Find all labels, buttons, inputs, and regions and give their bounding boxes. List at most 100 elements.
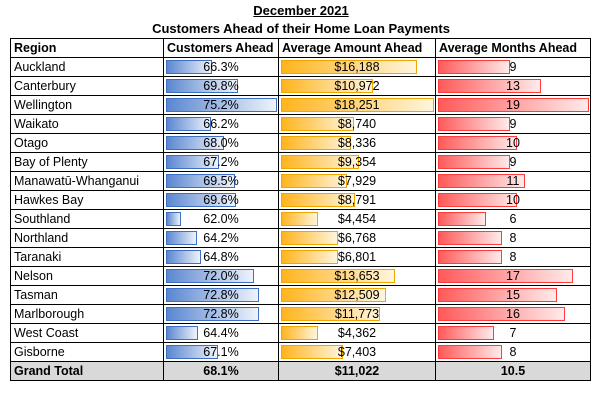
average-months-cell: 9 bbox=[435, 152, 591, 172]
average-amount-cell: $7,929 bbox=[278, 171, 436, 191]
customers-ahead-cell: 72.8% bbox=[163, 304, 279, 324]
customers-ahead-value: 69.6% bbox=[203, 193, 239, 207]
region-cell: Waikato bbox=[10, 114, 164, 134]
region-cell: Otago bbox=[10, 133, 164, 153]
average-amount-value: $10,972 bbox=[334, 79, 380, 93]
average-amount-value: $9,354 bbox=[337, 155, 377, 169]
region-cell: Canterbury bbox=[10, 76, 164, 96]
average-amount-bar bbox=[281, 250, 338, 264]
customers-ahead-value: 64.2% bbox=[203, 231, 239, 245]
customers-ahead-value: 67.2% bbox=[203, 155, 239, 169]
average-amount-cell: $8,791 bbox=[278, 190, 436, 210]
average-amount-value: $8,740 bbox=[337, 117, 377, 131]
average-months-cell: 6 bbox=[435, 209, 591, 229]
customers-ahead-bar bbox=[166, 98, 277, 112]
average-months-value: 19 bbox=[506, 98, 520, 112]
average-amount-cell: $4,454 bbox=[278, 209, 436, 229]
average-amount-bar bbox=[281, 60, 417, 74]
customers-ahead-cell: 64.8% bbox=[163, 247, 279, 267]
average-amount-value: $4,454 bbox=[337, 212, 377, 226]
table-row: Gisborne 67.1% $7,403 8 bbox=[10, 342, 591, 362]
region-cell: Northland bbox=[10, 228, 164, 248]
average-amount-cell: $11,773 bbox=[278, 304, 436, 324]
table-row: Hawkes Bay 69.6% $8,791 10 bbox=[10, 190, 591, 210]
average-months-value: 17 bbox=[506, 269, 520, 283]
average-amount-bar bbox=[281, 155, 359, 169]
average-amount-cell: $6,768 bbox=[278, 228, 436, 248]
region-cell: Grand Total bbox=[10, 361, 164, 381]
average-amount-cell: $11,022 bbox=[278, 361, 436, 381]
customers-ahead-bar bbox=[166, 136, 224, 150]
region-cell: Hawkes Bay bbox=[10, 190, 164, 210]
average-amount-bar bbox=[281, 79, 373, 93]
table-row: Waikato 66.2% $8,740 9 bbox=[10, 114, 591, 134]
average-amount-value: $8,336 bbox=[337, 136, 377, 150]
average-months-bar bbox=[438, 98, 589, 112]
average-amount-value: $6,801 bbox=[337, 250, 377, 264]
average-amount-value: $16,188 bbox=[334, 60, 380, 74]
table-row: Canterbury 69.8% $10,972 13 bbox=[10, 76, 591, 96]
average-months-bar bbox=[438, 326, 494, 340]
customers-ahead-bar bbox=[166, 212, 181, 226]
region-cell: Wellington bbox=[10, 95, 164, 115]
average-months-cell: 19 bbox=[435, 95, 591, 115]
average-months-cell: 11 bbox=[435, 171, 591, 191]
table-body: Auckland 66.3% $16,188 9 Canterbury 69.8% $10,… bbox=[10, 57, 591, 381]
average-amount-cell: $4,362 bbox=[278, 323, 436, 343]
average-amount-bar bbox=[281, 174, 347, 188]
region-cell: Tasman bbox=[10, 285, 164, 305]
average-amount-value: $18,251 bbox=[334, 98, 380, 112]
average-months-bar bbox=[438, 174, 525, 188]
average-months-value: 11 bbox=[506, 174, 520, 188]
table-row: West Coast 64.4% $4,362 7 bbox=[10, 323, 591, 343]
average-amount-bar bbox=[281, 117, 354, 131]
average-months-cell: 7 bbox=[435, 323, 591, 343]
customers-ahead-value: 69.5% bbox=[203, 174, 239, 188]
table-row: Taranaki 64.8% $6,801 8 bbox=[10, 247, 591, 267]
customers-ahead-bar bbox=[166, 117, 211, 131]
average-amount-cell: $6,801 bbox=[278, 247, 436, 267]
average-months-bar bbox=[438, 250, 502, 264]
average-amount-bar bbox=[281, 288, 386, 302]
average-months-value: 7 bbox=[509, 326, 517, 340]
average-months-bar bbox=[438, 345, 502, 359]
average-amount-value: $7,403 bbox=[337, 345, 377, 359]
customers-ahead-cell: 72.0% bbox=[163, 266, 279, 286]
customers-ahead-bar bbox=[166, 326, 198, 340]
customers-ahead-bar bbox=[166, 250, 201, 264]
customers-ahead-cell: 67.2% bbox=[163, 152, 279, 172]
customers-ahead-cell: 68.1% bbox=[163, 361, 279, 381]
average-months-value: 8 bbox=[509, 250, 517, 264]
average-months-value: 8 bbox=[509, 345, 517, 359]
grand-total-row: Grand Total 68.1% $11,022 10.5 bbox=[10, 361, 591, 381]
region-cell: Gisborne bbox=[10, 342, 164, 362]
average-amount-cell: $18,251 bbox=[278, 95, 436, 115]
region-cell: Auckland bbox=[10, 57, 164, 77]
average-months-bar bbox=[438, 136, 517, 150]
average-amount-cell: $12,509 bbox=[278, 285, 436, 305]
region-cell: Bay of Plenty bbox=[10, 152, 164, 172]
region-cell: Taranaki bbox=[10, 247, 164, 267]
table-row: Southland 62.0% $4,454 6 bbox=[10, 209, 591, 229]
customers-ahead-cell: 69.5% bbox=[163, 171, 279, 191]
report-title: Customers Ahead of their Home Loan Payme… bbox=[152, 21, 450, 36]
average-months-bar bbox=[438, 117, 510, 131]
average-amount-value: $7,929 bbox=[337, 174, 377, 188]
customers-ahead-value: 69.8% bbox=[203, 79, 239, 93]
average-amount-cell: $16,188 bbox=[278, 57, 436, 77]
average-amount-bar bbox=[281, 231, 338, 245]
header-row: Region Customers Ahead Average Amount Ah… bbox=[10, 38, 591, 58]
customers-ahead-value: 62.0% bbox=[203, 212, 239, 226]
customers-ahead-value: 72.8% bbox=[203, 307, 239, 321]
customers-ahead-value: 64.8% bbox=[203, 250, 239, 264]
average-amount-value: $4,362 bbox=[337, 326, 377, 340]
customers-ahead-cell: 64.4% bbox=[163, 323, 279, 343]
average-months-bar bbox=[438, 193, 517, 207]
table-row: Manawatū-Whanganui 69.5% $7,929 11 bbox=[10, 171, 591, 191]
average-amount-value: $11,022 bbox=[334, 364, 380, 378]
average-amount-cell: $13,653 bbox=[278, 266, 436, 286]
customers-ahead-value: 68.0% bbox=[203, 136, 239, 150]
average-amount-cell: $8,336 bbox=[278, 133, 436, 153]
customers-ahead-bar bbox=[166, 345, 218, 359]
average-months-bar bbox=[438, 307, 565, 321]
